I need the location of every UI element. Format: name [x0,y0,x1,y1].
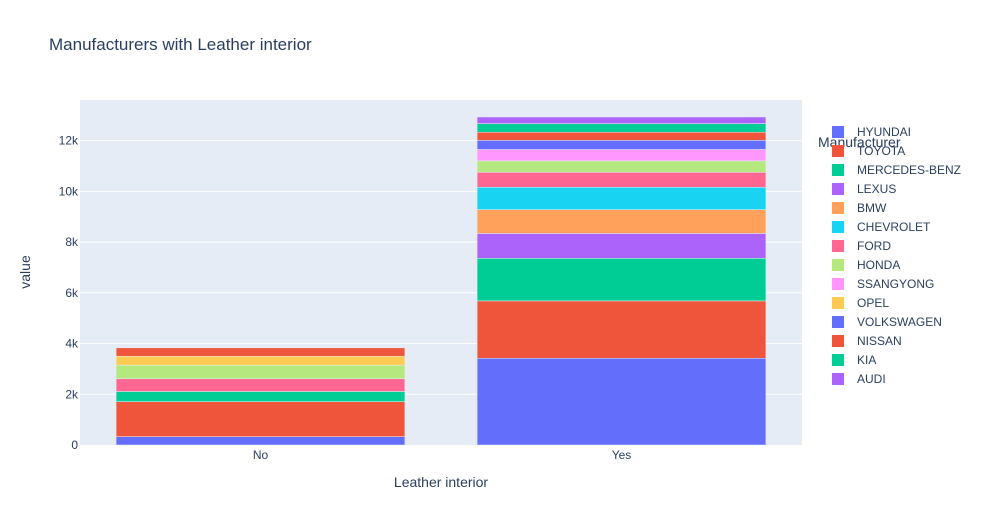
legend-item[interactable]: OPEL [857,296,889,310]
legend-swatch[interactable] [832,297,844,309]
bar-segment [476,116,767,124]
legend-swatch[interactable] [832,145,844,157]
bar-segment [476,131,767,141]
legend-swatch[interactable] [832,240,844,252]
y-tick-label: 0 [71,438,78,452]
bar-segment [476,160,767,173]
bar-segment [115,378,406,392]
legend-swatch[interactable] [832,164,844,176]
legend-swatch[interactable] [832,202,844,214]
y-tick-label: 6k [65,286,79,300]
bar-segment [476,300,767,359]
legend-item[interactable]: FORD [857,239,891,253]
legend-item[interactable]: SSANGYONG [857,277,934,291]
bar-segment [115,364,406,380]
x-axis-ticks: No Yes [253,448,631,462]
bar-segment [115,347,406,357]
bar-segment [476,140,767,150]
legend-swatch[interactable] [832,335,844,347]
legend-item[interactable]: HONDA [857,258,900,272]
legend-swatch[interactable] [832,278,844,290]
legend-item[interactable]: KIA [857,353,876,367]
bar-segment [115,355,406,366]
y-axis-title: value [17,255,33,289]
bar-segment [476,187,767,210]
y-tick-label: 8k [65,235,79,249]
y-tick-label: 10k [59,184,79,198]
legend-item[interactable]: HYUNDAI [857,125,911,139]
y-tick-label: 12k [59,134,79,148]
legend: Manufacturer HYUNDAITOYOTAMERCEDES-BENZL… [818,125,961,386]
bar-segment [476,149,767,162]
legend-item[interactable]: AUDI [857,372,886,386]
y-axis-ticks: 0 2k 4k 6k 8k 10k 12k [59,134,79,452]
bar-segment [476,209,767,234]
legend-item[interactable]: NISSAN [857,334,902,348]
legend-item[interactable]: MERCEDES-BENZ [857,163,961,177]
legend-swatch[interactable] [832,354,844,366]
legend-swatch[interactable] [832,259,844,271]
y-tick-label: 2k [65,387,79,401]
legend-swatch[interactable] [832,183,844,195]
legend-item[interactable]: CHEVROLET [857,220,931,234]
legend-item[interactable]: TOYOTA [857,144,905,158]
legend-item[interactable]: BMW [857,201,887,215]
legend-item[interactable]: VOLKSWAGEN [857,315,942,329]
legend-swatch[interactable] [832,221,844,233]
bar-segment [476,233,767,259]
bar-segment [115,391,406,402]
legend-swatch[interactable] [832,316,844,328]
x-tick-label: Yes [612,448,632,462]
bar-segment [115,401,406,437]
y-tick-label: 4k [65,337,79,351]
bar-segment [115,436,406,446]
bar-segment [476,357,767,446]
chart-title: Manufacturers with Leather interior [49,35,312,54]
x-tick-label: No [253,448,269,462]
legend-swatch[interactable] [832,126,844,138]
legend-item[interactable]: LEXUS [857,182,896,196]
legend-swatch[interactable] [832,373,844,385]
bar-segment [476,258,767,302]
bar-segment [476,123,767,133]
x-axis-title: Leather interior [394,474,489,490]
bar-segment [476,172,767,188]
bars [115,116,767,446]
